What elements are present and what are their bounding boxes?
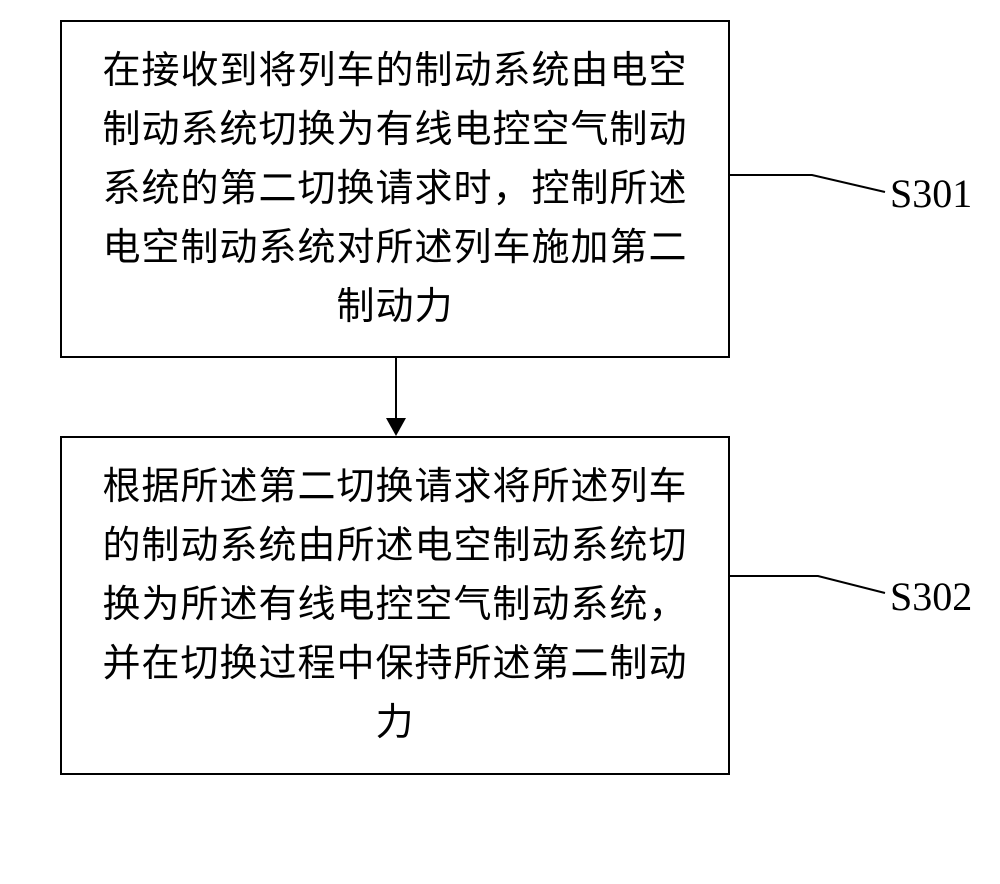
- step-2-label-connector: [730, 571, 900, 611]
- step-1-box: 在接收到将列车的制动系统由电空制动系统切换为有线电控空气制动系统的第二切换请求时…: [60, 20, 730, 358]
- step-2-label: S302: [890, 573, 972, 620]
- step-1-wrapper: 在接收到将列车的制动系统由电空制动系统切换为有线电控空气制动系统的第二切换请求时…: [60, 20, 940, 358]
- step-1-label: S301: [890, 170, 972, 217]
- step-1-label-connector: [730, 170, 900, 210]
- flowchart-container: 在接收到将列车的制动系统由电空制动系统切换为有线电控空气制动系统的第二切换请求时…: [60, 20, 940, 775]
- arrow-line: [395, 358, 397, 418]
- step-1-text: 在接收到将列车的制动系统由电空制动系统切换为有线电控空气制动系统的第二切换请求时…: [90, 42, 700, 336]
- step-2-wrapper: 根据所述第二切换请求将所述列车的制动系统由所述电空制动系统切换为所述有线电控空气…: [60, 436, 940, 774]
- step-2-text: 根据所述第二切换请求将所述列车的制动系统由所述电空制动系统切换为所述有线电控空气…: [90, 458, 700, 752]
- arrow-head: [386, 418, 406, 436]
- step-2-box: 根据所述第二切换请求将所述列车的制动系统由所述电空制动系统切换为所述有线电控空气…: [60, 436, 730, 774]
